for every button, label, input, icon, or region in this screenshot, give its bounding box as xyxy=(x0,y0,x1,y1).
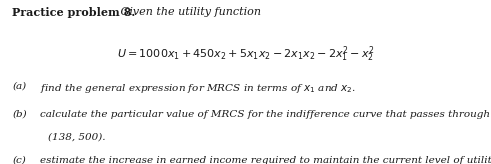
Text: (b): (b) xyxy=(12,110,27,119)
Text: (a): (a) xyxy=(12,82,27,91)
Text: (138, 500).: (138, 500). xyxy=(48,133,106,142)
Text: find the general expression for MRCS in terms of $x_1$ and $x_2$.: find the general expression for MRCS in … xyxy=(40,82,356,95)
Text: calculate the particular value of MRCS for the indifference curve that passes th: calculate the particular value of MRCS f… xyxy=(40,110,490,119)
Text: estimate the increase in earned income required to maintain the current level of: estimate the increase in earned income r… xyxy=(40,156,491,164)
Text: Given the utility function: Given the utility function xyxy=(117,7,261,17)
Text: $U = 1000x_1 + 450x_2 + 5x_1x_2 - 2x_1x_2 - 2x_1^2 - x_2^2$: $U = 1000x_1 + 450x_2 + 5x_1x_2 - 2x_1x_… xyxy=(117,44,374,64)
Text: Practice problem 8.: Practice problem 8. xyxy=(12,7,136,18)
Text: (c): (c) xyxy=(12,156,26,164)
